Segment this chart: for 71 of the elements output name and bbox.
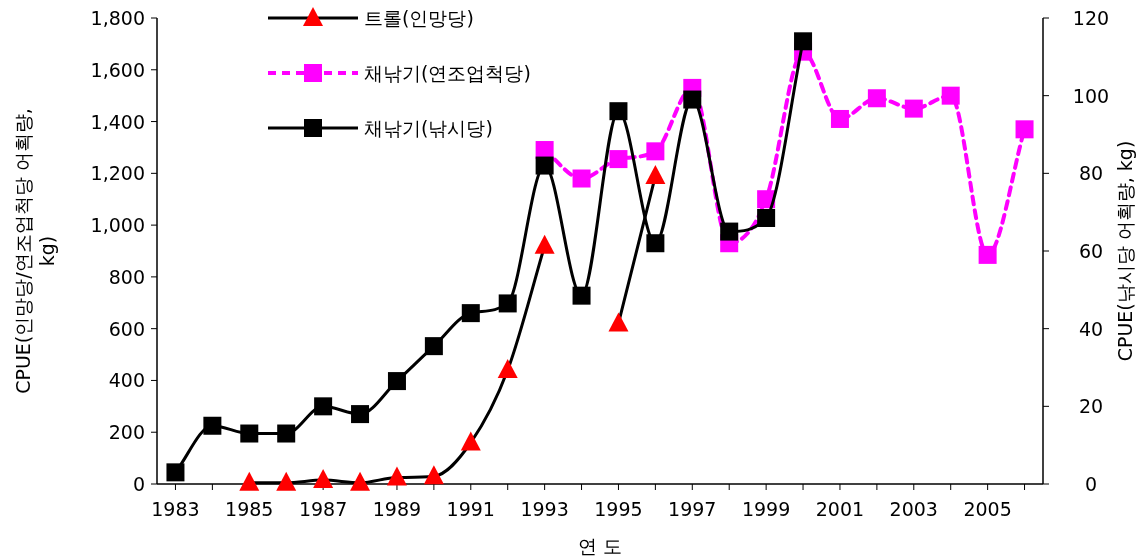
y-tick-label: 1,000 bbox=[90, 214, 145, 237]
point bbox=[203, 416, 222, 435]
point bbox=[350, 471, 371, 491]
point bbox=[166, 463, 185, 482]
point bbox=[867, 89, 886, 108]
point bbox=[572, 286, 591, 305]
point bbox=[941, 86, 960, 105]
y-tick-label: 400 bbox=[108, 369, 145, 392]
point bbox=[794, 32, 813, 51]
x-tick-label: 1993 bbox=[520, 498, 569, 520]
point bbox=[387, 372, 406, 391]
point bbox=[351, 405, 370, 424]
point bbox=[423, 465, 444, 485]
y2-tick-label: 80 bbox=[1078, 162, 1104, 185]
point bbox=[683, 90, 702, 109]
point bbox=[498, 294, 517, 313]
y-tick-label: 1,600 bbox=[90, 58, 145, 81]
y2-tick-label: 0 bbox=[1084, 473, 1098, 495]
point bbox=[830, 109, 849, 128]
point bbox=[240, 424, 259, 443]
y2-tick-label: 120 bbox=[1072, 7, 1110, 29]
point bbox=[978, 245, 997, 264]
point bbox=[1015, 120, 1034, 139]
point bbox=[904, 99, 923, 118]
x-tick-label: 2005 bbox=[963, 498, 1012, 520]
point bbox=[534, 234, 555, 254]
point bbox=[239, 471, 260, 491]
y2-tick-label: 20 bbox=[1078, 395, 1104, 418]
y-tick-label: 0 bbox=[132, 473, 145, 495]
x-tick-label: 1989 bbox=[372, 498, 422, 520]
y-tick-label: 1,400 bbox=[90, 110, 145, 133]
x-tick-label: 1995 bbox=[594, 498, 643, 520]
point bbox=[277, 424, 296, 443]
legend-label: 채낚기(연조업척당) bbox=[364, 62, 531, 84]
x-tick-label: 1997 bbox=[668, 498, 717, 520]
point bbox=[276, 471, 297, 491]
legend-label: 트롤(인망당) bbox=[364, 7, 474, 29]
x-tick-label: 1999 bbox=[741, 498, 791, 520]
x-tick-label: 1985 bbox=[225, 498, 274, 520]
point bbox=[460, 431, 481, 451]
y2-tick-label: 40 bbox=[1078, 317, 1104, 340]
point bbox=[461, 304, 480, 323]
y-tick-label: 1,200 bbox=[90, 162, 145, 185]
x-tick-label: 1987 bbox=[298, 498, 348, 520]
y-tick-label: 200 bbox=[108, 421, 145, 444]
point bbox=[609, 102, 628, 121]
y2-tick-label: 100 bbox=[1072, 84, 1110, 107]
point bbox=[497, 359, 518, 379]
point bbox=[313, 469, 334, 489]
x-tick-label: 1983 bbox=[151, 498, 200, 520]
point bbox=[535, 156, 554, 175]
point bbox=[609, 150, 628, 169]
point bbox=[757, 208, 776, 227]
x-tick-label: 2003 bbox=[889, 498, 938, 520]
x-tick-label: 1991 bbox=[446, 498, 495, 520]
point bbox=[645, 164, 666, 184]
x-tick-label: 2001 bbox=[815, 498, 865, 520]
y-tick-label: 600 bbox=[108, 317, 145, 340]
point bbox=[424, 337, 443, 356]
point bbox=[572, 169, 591, 188]
point bbox=[386, 466, 407, 486]
point bbox=[646, 142, 665, 161]
x-axis-title: 연 도 bbox=[577, 535, 623, 557]
y-axis-title: CPUE(인망당/연조업척당 어획량, kg) bbox=[12, 108, 58, 394]
y-tick-label: 800 bbox=[108, 265, 145, 288]
y2-axis-title: CPUE(낚시당 어획량, kg) bbox=[1114, 140, 1136, 362]
y2-tick-label: 60 bbox=[1078, 240, 1104, 262]
y-tick-label: 1,800 bbox=[90, 7, 145, 29]
legend-label: 채낚기(낚시당) bbox=[364, 117, 493, 139]
point bbox=[314, 397, 333, 416]
point bbox=[720, 222, 739, 241]
